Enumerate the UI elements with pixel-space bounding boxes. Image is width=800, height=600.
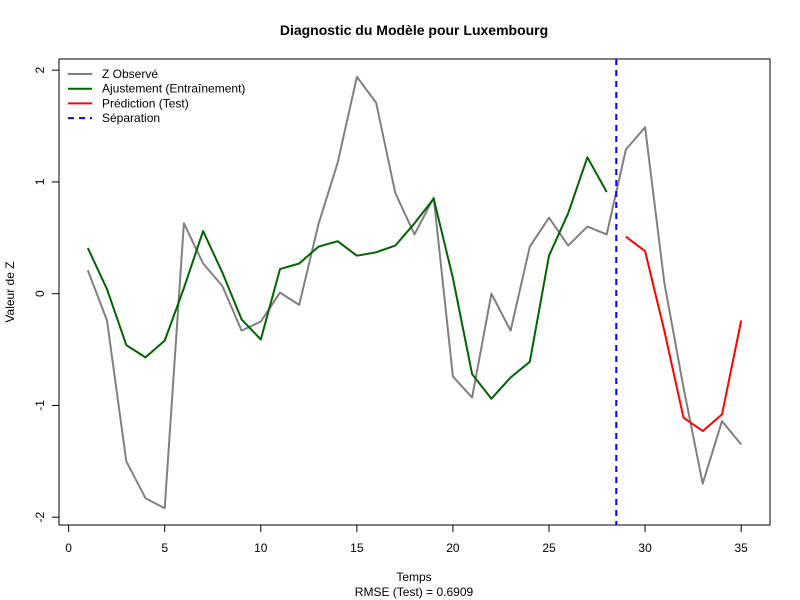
x-tick-label: 30 — [638, 541, 652, 555]
x-axis-label: Temps — [396, 570, 431, 584]
series-layer — [86, 59, 743, 525]
x-tick-label: 5 — [161, 541, 168, 555]
legend-label-observed: Z Observé — [102, 67, 158, 81]
legend-label-prediction: Prédiction (Test) — [102, 96, 189, 110]
chart-title: Diagnostic du Modèle pour Luxembourg — [280, 22, 548, 38]
x-tick-label: 35 — [734, 541, 748, 555]
x-axis-sublabel: RMSE (Test) = 0.6909 — [355, 585, 474, 599]
series-line-prediction — [625, 235, 743, 433]
axes: 0 5 10 15 20 25 30 35 -2 -1 0 1 2 — [33, 67, 748, 555]
y-tick-label: 1 — [33, 178, 47, 185]
x-tick-label: 10 — [254, 541, 268, 555]
x-tick-label: 25 — [542, 541, 556, 555]
y-tick-label: 2 — [33, 67, 47, 74]
x-tick-label: 20 — [446, 541, 460, 555]
y-tick-label: -2 — [33, 512, 47, 523]
y-tick-label: -1 — [33, 400, 47, 411]
series-line-observed — [86, 75, 742, 510]
x-tick-label: 15 — [350, 541, 364, 555]
x-tick-label: 0 — [65, 541, 72, 555]
legend-label-separator: Séparation — [102, 111, 160, 125]
y-axis-label: Valeur de Z — [3, 261, 17, 322]
plot-area — [58, 58, 771, 526]
y-tick-label: 0 — [33, 290, 47, 297]
series-line-fit — [86, 156, 608, 400]
legend-label-fit: Ajustement (Entraînement) — [102, 82, 245, 96]
